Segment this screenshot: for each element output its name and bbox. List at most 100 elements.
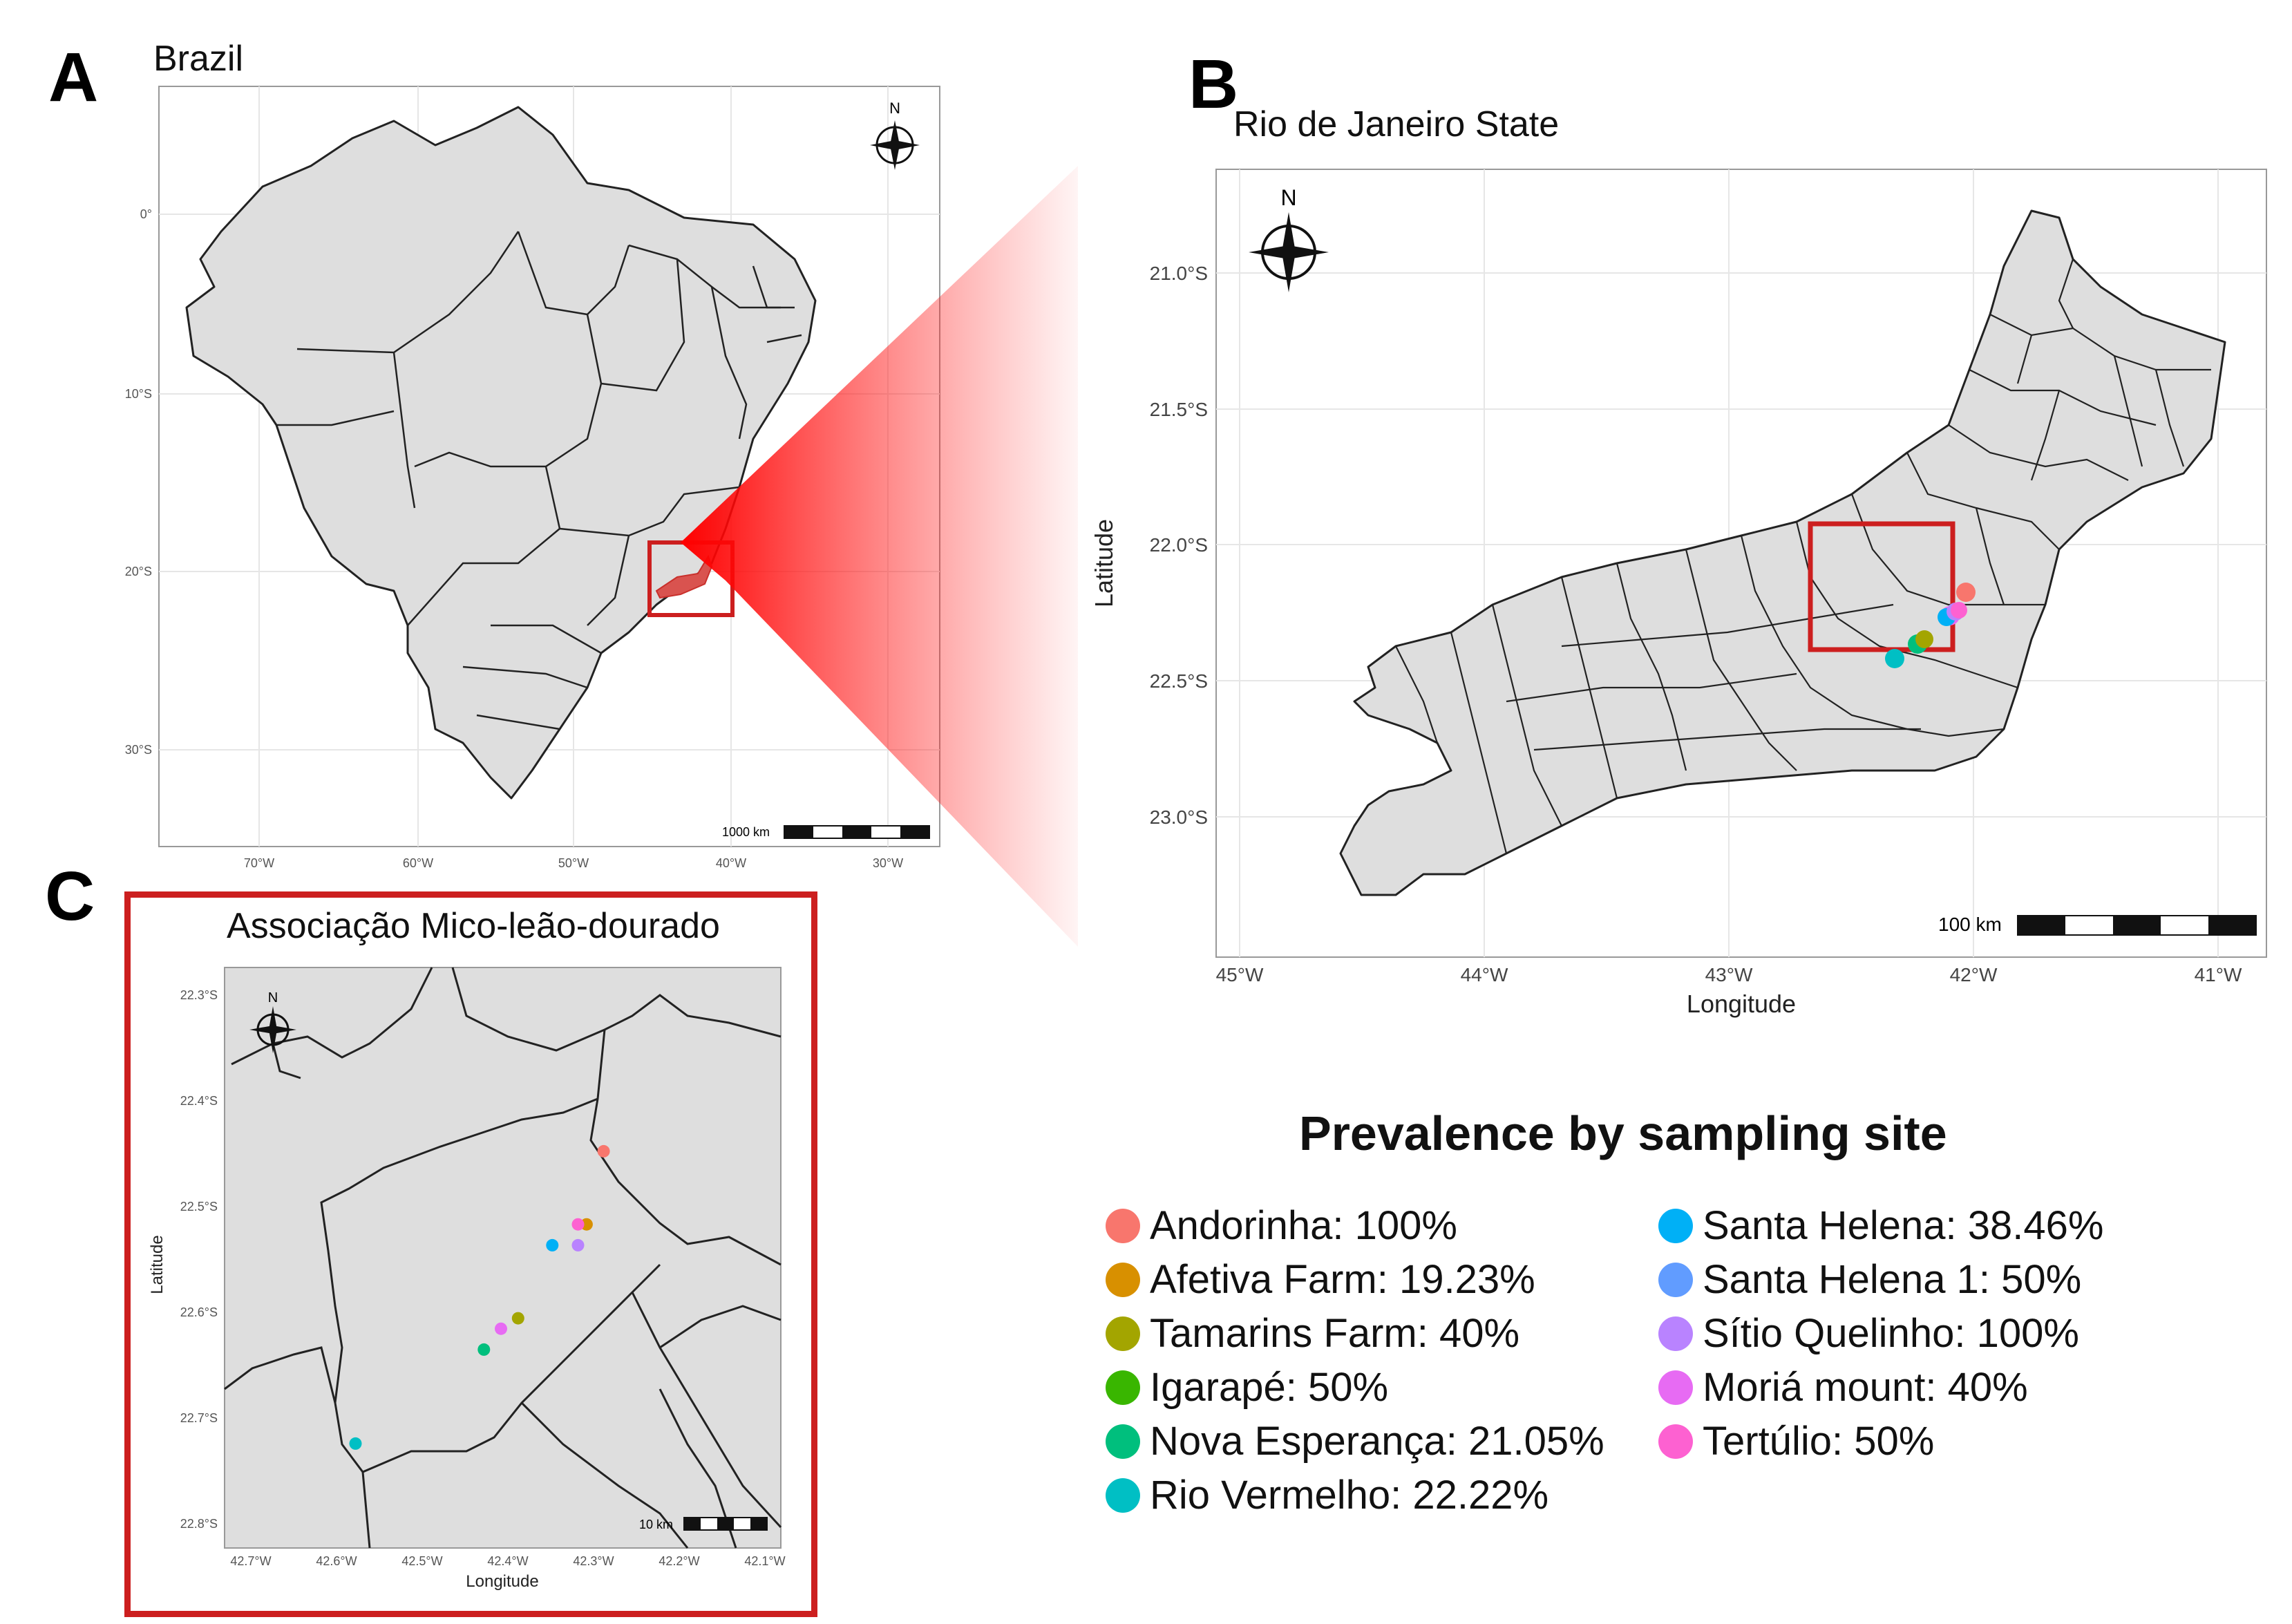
panel-c-scale-bar xyxy=(683,1517,768,1531)
panel-c-north-arrow-icon: N xyxy=(249,990,296,1053)
legend-item: Tamarins Farm: 40% xyxy=(1106,1310,1519,1357)
site-marker xyxy=(571,1218,585,1231)
legend-item: Andorinha: 100% xyxy=(1106,1202,1457,1249)
panel-a-letter: A xyxy=(48,39,99,116)
panel-c-lon-tick: 42.3°W xyxy=(573,1554,614,1568)
panel-c-lon-tick: 42.6°W xyxy=(316,1554,357,1568)
panel-a-lat-tick: 0° xyxy=(140,207,152,221)
panel-b-lat-tick: 21.0°S xyxy=(1150,263,1208,284)
panel-c-scale-label: 10 km xyxy=(639,1518,673,1531)
panel-b-lon-tick: 43°W xyxy=(1705,964,1753,985)
legend-item: Rio Vermelho: 22.22% xyxy=(1106,1472,1548,1518)
panel-b-north-label: N xyxy=(1280,185,1296,210)
panel-b-scale-label: 100 km xyxy=(1938,914,2002,935)
legend-dot xyxy=(1106,1262,1140,1297)
panel-b-lon-tick: 41°W xyxy=(2195,964,2242,985)
panel-a-lat-tick: 30°S xyxy=(125,743,152,757)
legend-item: Santa Helena 1: 50% xyxy=(1658,1256,2081,1303)
legend-label: Tertúlio: 50% xyxy=(1703,1419,1935,1464)
panel-c-north-label: N xyxy=(268,990,278,1005)
panel-b-lat-tick: 23.0°S xyxy=(1150,806,1208,828)
legend-item: Nova Esperança: 21.05% xyxy=(1106,1418,1604,1464)
panel-a-lon-tick: 70°W xyxy=(244,856,274,870)
panel-c-letter: C xyxy=(45,858,95,935)
panel-c-title: Associação Mico-leão-dourado xyxy=(227,906,720,946)
panel-c-ylabel: Latitude xyxy=(148,1235,167,1294)
panel-c-lat-tick: 22.3°S xyxy=(180,988,218,1002)
panel-b-north-arrow-icon: N xyxy=(1249,185,1329,292)
panel-c-lon-tick: 42.4°W xyxy=(487,1554,528,1568)
site-marker xyxy=(477,1343,491,1356)
panel-b-lat-tick: 21.5°S xyxy=(1150,399,1208,420)
panel-a-lat-tick: 10°S xyxy=(125,387,152,401)
panel-b-letter: B xyxy=(1188,46,1239,123)
legend-label: Igarapé: 50% xyxy=(1150,1365,1389,1410)
legend-dot xyxy=(1658,1424,1693,1459)
legend-item: Sítio Quelinho: 100% xyxy=(1658,1310,2079,1357)
site-marker xyxy=(546,1238,559,1252)
legend-item: Tertúlio: 50% xyxy=(1658,1418,1934,1464)
site-marker xyxy=(349,1437,362,1450)
panel-b-ylabel: Latitude xyxy=(1090,519,1118,607)
site-marker xyxy=(597,1144,610,1158)
legend-label: Afetiva Farm: 19.23% xyxy=(1150,1257,1535,1302)
legend-label: Tamarins Farm: 40% xyxy=(1150,1311,1520,1356)
legend-title: Prevalence by sampling site xyxy=(1299,1106,1947,1160)
panel-c-lat-tick: 22.8°S xyxy=(180,1517,218,1531)
panel-a-north-label: N xyxy=(889,100,900,117)
legend-dot xyxy=(1658,1316,1693,1351)
legend-item: Afetiva Farm: 19.23% xyxy=(1106,1256,1535,1303)
legend-label: Moriá mount: 40% xyxy=(1703,1365,2028,1410)
legend-label: Nova Esperança: 21.05% xyxy=(1150,1419,1604,1464)
panel-a-north-arrow-icon: N xyxy=(870,100,920,170)
panel-a-lat-tick: 20°S xyxy=(125,565,152,578)
panel-c-lon-tick: 42.2°W xyxy=(659,1554,699,1568)
panel-b-scale-bar xyxy=(2017,915,2257,936)
legend-item: Santa Helena: 38.46% xyxy=(1658,1202,2103,1249)
panel-a-title: Brazil xyxy=(153,39,244,79)
panel-b-xlabel: Longitude xyxy=(1687,990,1796,1018)
site-marker xyxy=(495,1322,507,1335)
panel-b-lon-tick: 44°W xyxy=(1461,964,1508,985)
legend-dot xyxy=(1658,1262,1693,1297)
panel-b-lat-tick: 22.5°S xyxy=(1150,670,1208,692)
site-marker xyxy=(571,1238,585,1252)
legend-dot xyxy=(1658,1370,1693,1405)
panel-c-lon-tick: 42.7°W xyxy=(230,1554,271,1568)
panel-c-lon-tick: 42.5°W xyxy=(401,1554,442,1568)
panel-a-lon-tick: 30°W xyxy=(873,856,903,870)
legend-dot xyxy=(1106,1424,1140,1459)
panel-b-lon-tick: 42°W xyxy=(1950,964,1998,985)
legend-dot xyxy=(1106,1316,1140,1351)
legend-label: Andorinha: 100% xyxy=(1150,1203,1457,1248)
panel-b-map: 21.0°S 21.5°S 22.0°S 22.5°S 23.0°S 45°W … xyxy=(1090,169,2267,1018)
panel-a-scale-label: 1000 km xyxy=(722,825,770,839)
legend-dot xyxy=(1106,1370,1140,1405)
panel-a-lon-tick: 40°W xyxy=(716,856,746,870)
legend-item: Moriá mount: 40% xyxy=(1658,1364,2028,1410)
panel-b-lon-tick: 45°W xyxy=(1216,964,1264,985)
legend-label: Santa Helena: 38.46% xyxy=(1703,1203,2104,1248)
panel-a-lon-tick: 60°W xyxy=(403,856,433,870)
legend-label: Sítio Quelinho: 100% xyxy=(1703,1311,2079,1356)
panel-c-lon-tick: 42.1°W xyxy=(744,1554,785,1568)
panel-a-scale-bar xyxy=(784,825,930,839)
panel-c-map: 22.3°S 22.4°S 22.5°S 22.6°S 22.7°S 22.8°… xyxy=(148,967,786,1591)
panel-c-lat-tick: 22.5°S xyxy=(180,1200,218,1214)
panel-a-lon-tick: 50°W xyxy=(558,856,589,870)
panel-c-lat-tick: 22.4°S xyxy=(180,1094,218,1108)
legend-dot xyxy=(1106,1477,1140,1513)
legend-item: Igarapé: 50% xyxy=(1106,1364,1388,1410)
legend-dot xyxy=(1658,1208,1693,1243)
panel-b-lat-tick: 22.0°S xyxy=(1150,534,1208,556)
legend-label: Rio Vermelho: 22.22% xyxy=(1150,1473,1549,1518)
site-marker xyxy=(511,1312,524,1325)
site-marker xyxy=(580,1218,593,1231)
panel-c-xlabel: Longitude xyxy=(466,1572,538,1591)
panel-c-lat-tick: 22.6°S xyxy=(180,1305,218,1319)
panel-b-title: Rio de Janeiro State xyxy=(1233,104,1560,144)
panel-c-lat-tick: 22.7°S xyxy=(180,1411,218,1425)
legend-dot xyxy=(1106,1208,1140,1243)
legend-label: Santa Helena 1: 50% xyxy=(1703,1257,2082,1302)
